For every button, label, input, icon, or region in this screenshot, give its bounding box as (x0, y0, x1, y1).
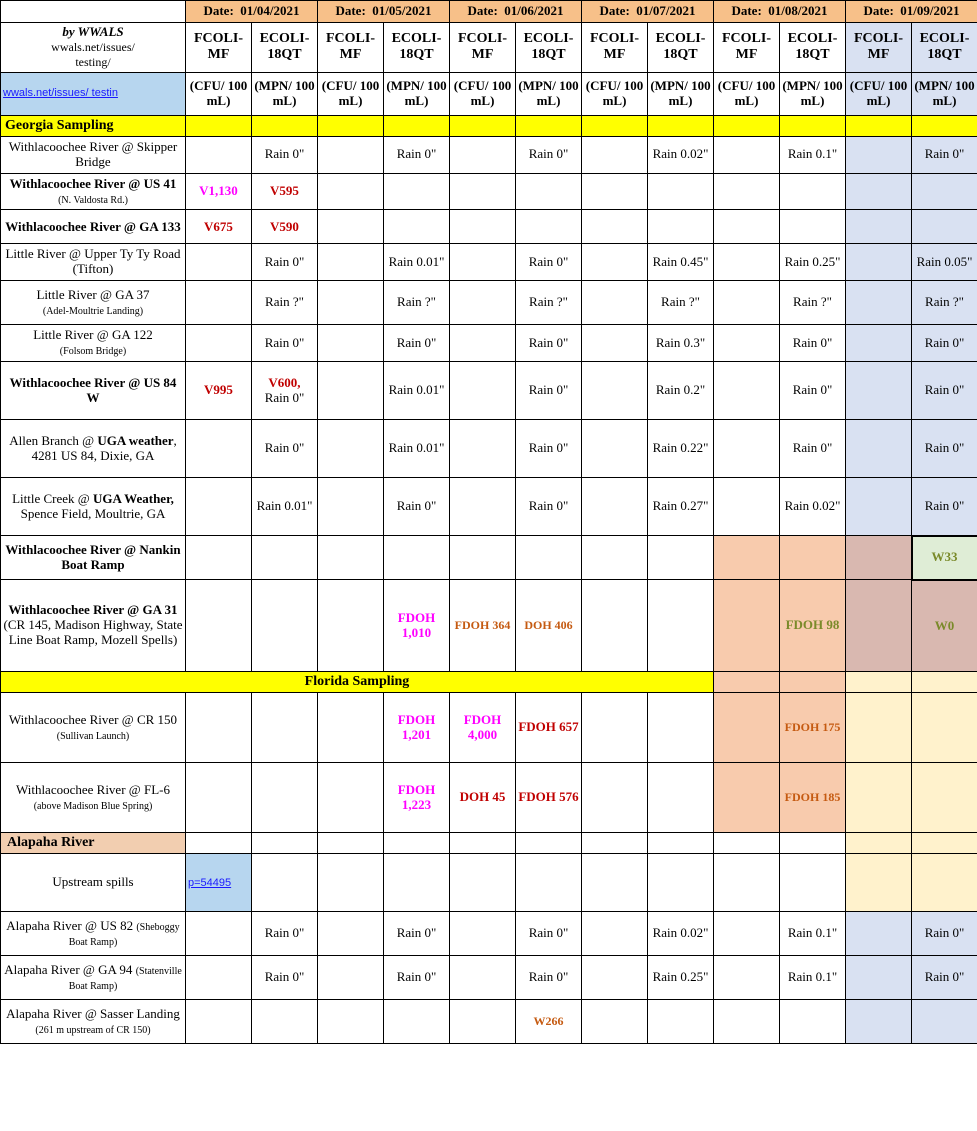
row-cr150: Withlacoochee River @ CR 150 (Sullivan L… (1, 693, 977, 763)
by-cell: by WWALS wwals.net/issues/ testing/ (1, 22, 186, 72)
row-skipper: Withlacoochee River @ Skipper Bridge Rai… (1, 136, 977, 173)
row-allen: Allen Branch @ UGA weather, 4281 US 84, … (1, 420, 977, 478)
sub-line-1: wwals.net/issues/ (51, 40, 135, 54)
col-fcoli-2: FCOLI-MF (450, 22, 516, 72)
col-fcoli-1: FCOLI-MF (318, 22, 384, 72)
row-spence: Little Creek @ UGA Weather, Spence Field… (1, 478, 977, 536)
unit-0-0: (CFU/ 100 mL) (186, 72, 252, 115)
label-allen: Allen Branch @ UGA weather, 4281 US 84, … (1, 420, 186, 478)
row-ga133: Withlacoochee River @ GA 133 V675V590 (1, 210, 977, 244)
col-fcoli-5: FCOLI-MF (846, 22, 912, 72)
row-ga31: Withlacoochee River @ GA 31 (CR 145, Mad… (1, 580, 977, 672)
section-georgia: Georgia Sampling (1, 115, 977, 136)
date-hdr-0: Date: 01/04/2021 (186, 1, 318, 23)
label-ga133: Withlacoochee River @ GA 133 (1, 210, 186, 244)
row-fl6: Withlacoochee River @ FL-6 (above Madiso… (1, 763, 977, 833)
unit-1-1: (MPN/ 100 mL) (384, 72, 450, 115)
sub-line-2: testing/ (75, 55, 110, 69)
link-cell[interactable]: wwals.net/issues/ testin (1, 72, 186, 115)
label-tyty: Little River @ Upper Ty Ty Road (Tifton) (1, 244, 186, 281)
unit-5-0: (CFU/ 100 mL) (846, 72, 912, 115)
row-ga94: Alapaha River @ GA 94 (Statenville Boat … (1, 956, 977, 1000)
date-hdr-1: Date: 01/05/2021 (318, 1, 450, 23)
label-cr150: Withlacoochee River @ CR 150 (Sullivan L… (1, 693, 186, 763)
unit-2-0: (CFU/ 100 mL) (450, 72, 516, 115)
label-sasser: Alapaha River @ Sasser Landing (261 m up… (1, 1000, 186, 1044)
date-header-row: Date: 01/04/2021 Date: 01/05/2021 Date: … (1, 1, 977, 23)
row-us41: Withlacoochee River @ US 41 (N. Valdosta… (1, 173, 977, 210)
label-spence: Little Creek @ UGA Weather, Spence Field… (1, 478, 186, 536)
corner-blank (1, 1, 186, 23)
label-ga94: Alapaha River @ GA 94 (Statenville Boat … (1, 956, 186, 1000)
col-header-row: by WWALS wwals.net/issues/ testing/ FCOL… (1, 22, 977, 72)
label-upspill: Upstream spills (1, 854, 186, 912)
unit-4-1: (MPN/ 100 mL) (780, 72, 846, 115)
row-nankin: Withlacoochee River @ Nankin Boat Ramp W… (1, 536, 977, 580)
section-alapaha-label: Alapaha River (1, 833, 186, 854)
label-nankin: Withlacoochee River @ Nankin Boat Ramp (1, 536, 186, 580)
unit-0-1: (MPN/ 100 mL) (252, 72, 318, 115)
col-ecoli-3: ECOLI-18QT (648, 22, 714, 72)
by-line: by WWALS (62, 24, 123, 39)
section-georgia-label: Georgia Sampling (1, 115, 186, 136)
unit-1-0: (CFU/ 100 mL) (318, 72, 384, 115)
col-ecoli-0: ECOLI-18QT (252, 22, 318, 72)
label-fl6: Withlacoochee River @ FL-6 (above Madiso… (1, 763, 186, 833)
label-us82: Alapaha River @ US 82 (Sheboggy Boat Ram… (1, 912, 186, 956)
row-upspill: Upstream spills p=54495 (1, 854, 977, 912)
label-ga37: Little River @ GA 37(Adel-Moultrie Landi… (1, 281, 186, 325)
section-florida: Florida Sampling (1, 672, 977, 693)
row-ga37: Little River @ GA 37(Adel-Moultrie Landi… (1, 281, 977, 325)
col-fcoli-4: FCOLI-MF (714, 22, 780, 72)
upspill-link[interactable]: p=54495 (186, 854, 252, 912)
date-hdr-4: Date: 01/08/2021 (714, 1, 846, 23)
label-skipper: Withlacoochee River @ Skipper Bridge (1, 136, 186, 173)
label-ga31: Withlacoochee River @ GA 31 (CR 145, Mad… (1, 580, 186, 672)
col-ecoli-4: ECOLI-18QT (780, 22, 846, 72)
label-us41: Withlacoochee River @ US 41 (N. Valdosta… (1, 173, 186, 210)
row-us84w: Withlacoochee River @ US 84 W V995 V600,… (1, 362, 977, 420)
col-ecoli-1: ECOLI-18QT (384, 22, 450, 72)
date-hdr-3: Date: 01/07/2021 (582, 1, 714, 23)
row-ga122: Little River @ GA 122(Folsom Bridge) Rai… (1, 325, 977, 362)
unit-4-0: (CFU/ 100 mL) (714, 72, 780, 115)
col-fcoli-0: FCOLI-MF (186, 22, 252, 72)
row-tyty: Little River @ Upper Ty Ty Road (Tifton)… (1, 244, 977, 281)
unit-3-0: (CFU/ 100 mL) (582, 72, 648, 115)
row-sasser: Alapaha River @ Sasser Landing (261 m up… (1, 1000, 977, 1044)
sampling-table: Date: 01/04/2021 Date: 01/05/2021 Date: … (0, 0, 977, 1044)
date-hdr-2: Date: 01/06/2021 (450, 1, 582, 23)
unit-2-1: (MPN/ 100 mL) (516, 72, 582, 115)
label-us84w: Withlacoochee River @ US 84 W (1, 362, 186, 420)
unit-header-row: wwals.net/issues/ testin (CFU/ 100 mL) (… (1, 72, 977, 115)
row-us82: Alapaha River @ US 82 (Sheboggy Boat Ram… (1, 912, 977, 956)
col-ecoli-5: ECOLI-18QT (912, 22, 977, 72)
unit-3-1: (MPN/ 100 mL) (648, 72, 714, 115)
col-ecoli-2: ECOLI-18QT (516, 22, 582, 72)
label-ga122: Little River @ GA 122(Folsom Bridge) (1, 325, 186, 362)
section-alapaha: Alapaha River (1, 833, 977, 854)
col-fcoli-3: FCOLI-MF (582, 22, 648, 72)
date-hdr-5: Date: 01/09/2021 (846, 1, 977, 23)
section-florida-label: Florida Sampling (1, 672, 714, 693)
unit-5-1: (MPN/ 100 mL) (912, 72, 977, 115)
